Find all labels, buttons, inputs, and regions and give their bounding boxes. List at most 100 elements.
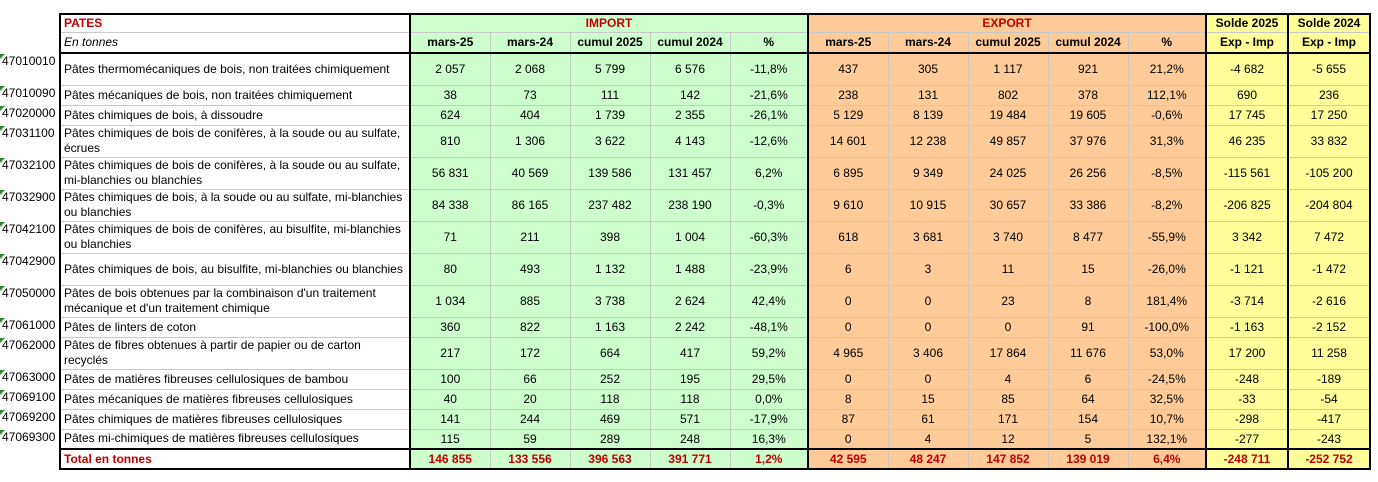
export-value: 305 <box>887 52 969 86</box>
hs-code: 47062000 <box>0 338 60 352</box>
cell-marker-icon <box>0 158 5 163</box>
import-col-mars24: mars-24 <box>489 31 571 54</box>
export-value: -8,5% <box>1127 156 1207 190</box>
cell-marker-icon <box>0 390 5 395</box>
row-label: Pâtes mécaniques de matières fibreuses c… <box>59 388 411 410</box>
import-value: 6,2% <box>729 156 809 190</box>
import-value: 2 242 <box>649 316 731 338</box>
solde-2025-value: -1 121 <box>1205 252 1289 286</box>
solde-2025-value: 690 <box>1205 84 1289 106</box>
pates-trade-table: PATES IMPORT EXPORT Solde 2025 Solde 202… <box>59 13 1371 470</box>
table-title: PATES <box>59 13 411 33</box>
solde-2025-value: -3 714 <box>1205 284 1289 318</box>
export-value: 33 386 <box>1047 188 1129 222</box>
hs-code: 47042900 <box>0 254 60 268</box>
total-export-value: 147 852 <box>967 448 1049 470</box>
export-value: 91 <box>1047 316 1129 338</box>
solde-2025-value: -115 561 <box>1205 156 1289 190</box>
import-value: 118 <box>649 388 731 410</box>
hs-code-text: 47032100 <box>2 158 56 172</box>
cell-marker-icon <box>0 222 5 227</box>
hs-code: 47069300 <box>0 430 60 444</box>
import-value: 571 <box>649 408 731 430</box>
export-value: -0,6% <box>1127 104 1207 126</box>
unit-label: En tonnes <box>59 31 411 54</box>
export-value: 32,5% <box>1127 388 1207 410</box>
import-value: 71 <box>409 220 491 254</box>
export-value: 24 025 <box>967 156 1049 190</box>
row-label: Pâtes de fibres obtenues à partir de pap… <box>59 336 411 370</box>
solde-2024-value: 236 <box>1287 84 1371 106</box>
export-value: 30 657 <box>967 188 1049 222</box>
import-value: 217 <box>409 336 491 370</box>
solde-2025-value: 46 235 <box>1205 124 1289 158</box>
export-value: 3 406 <box>887 336 969 370</box>
export-value: 378 <box>1047 84 1129 106</box>
import-value: 252 <box>569 368 651 390</box>
export-value: 11 676 <box>1047 336 1129 370</box>
export-value: 15 <box>887 388 969 410</box>
import-value: -60,3% <box>729 220 809 254</box>
export-value: 618 <box>807 220 889 254</box>
solde-2024-value: 7 472 <box>1287 220 1371 254</box>
export-value: 87 <box>807 408 889 430</box>
import-value: 40 569 <box>489 156 571 190</box>
export-value: 8 <box>807 388 889 410</box>
export-value: -8,2% <box>1127 188 1207 222</box>
table-row: Pâtes de fibres obtenues à partir de pap… <box>59 336 1371 370</box>
import-value: 1 488 <box>649 252 731 286</box>
import-value: 248 <box>649 428 731 450</box>
hs-code-text: 47061000 <box>2 318 56 332</box>
import-value: 3 622 <box>569 124 651 158</box>
solde-2025-sub: Exp - Imp <box>1205 31 1289 54</box>
export-value: 3 <box>887 252 969 286</box>
table-row: Pâtes de bois obtenues par la combinaiso… <box>59 284 1371 318</box>
row-label: Pâtes chimiques de bois, à la soude ou a… <box>59 188 411 222</box>
import-value: 86 165 <box>489 188 571 222</box>
export-value: 8 477 <box>1047 220 1129 254</box>
export-value: 9 349 <box>887 156 969 190</box>
export-value: 53,0% <box>1127 336 1207 370</box>
header-row-columns: En tonnes mars-25 mars-24 cumul 2025 cum… <box>59 31 1371 54</box>
total-import-value: 133 556 <box>489 448 571 470</box>
import-value: 141 <box>409 408 491 430</box>
import-value: -48,1% <box>729 316 809 338</box>
import-value: 289 <box>569 428 651 450</box>
hs-code: 47020000 <box>0 106 60 120</box>
import-value: 84 338 <box>409 188 491 222</box>
row-label: Pâtes chimiques de bois de conifères, au… <box>59 220 411 254</box>
hs-code: 47050000 <box>0 286 60 300</box>
hs-code-text: 47010010 <box>2 54 56 68</box>
solde-2024-value: -1 472 <box>1287 252 1371 286</box>
export-value: 0 <box>807 284 889 318</box>
import-col-cumul2025: cumul 2025 <box>569 31 651 54</box>
row-label: Pâtes mécaniques de bois, non traitées c… <box>59 84 411 106</box>
import-group-header: IMPORT <box>409 13 809 33</box>
solde-2024-value: 11 258 <box>1287 336 1371 370</box>
total-export-value: 6,4% <box>1127 448 1207 470</box>
cell-marker-icon <box>0 286 5 291</box>
import-value: 172 <box>489 336 571 370</box>
hs-code-text: 47010090 <box>2 86 56 100</box>
hs-code: 47032900 <box>0 190 60 204</box>
table-row: Pâtes chimiques de bois, à dissoudre 624 4… <box>59 104 1371 126</box>
export-value: 154 <box>1047 408 1129 430</box>
total-import-value: 396 563 <box>569 448 651 470</box>
import-value: 810 <box>409 124 491 158</box>
export-value: 4 <box>887 428 969 450</box>
solde-2025-value: -298 <box>1205 408 1289 430</box>
export-col-cumul2025: cumul 2025 <box>967 31 1049 54</box>
import-value: 238 190 <box>649 188 731 222</box>
export-value: -100,0% <box>1127 316 1207 338</box>
total-solde-2024: -252 752 <box>1287 448 1371 470</box>
export-value: 14 601 <box>807 124 889 158</box>
row-label: Pâtes chimiques de matières fibreuses ce… <box>59 408 411 430</box>
import-value: 42,4% <box>729 284 809 318</box>
solde-2025-value: -4 682 <box>1205 52 1289 86</box>
hs-code: 47031100 <box>0 126 60 140</box>
export-value: 802 <box>967 84 1049 106</box>
export-value: 4 <box>967 368 1049 390</box>
import-value: 80 <box>409 252 491 286</box>
table-row: Pâtes chimiques de bois de conifères, à … <box>59 156 1371 190</box>
cell-marker-icon <box>0 410 5 415</box>
